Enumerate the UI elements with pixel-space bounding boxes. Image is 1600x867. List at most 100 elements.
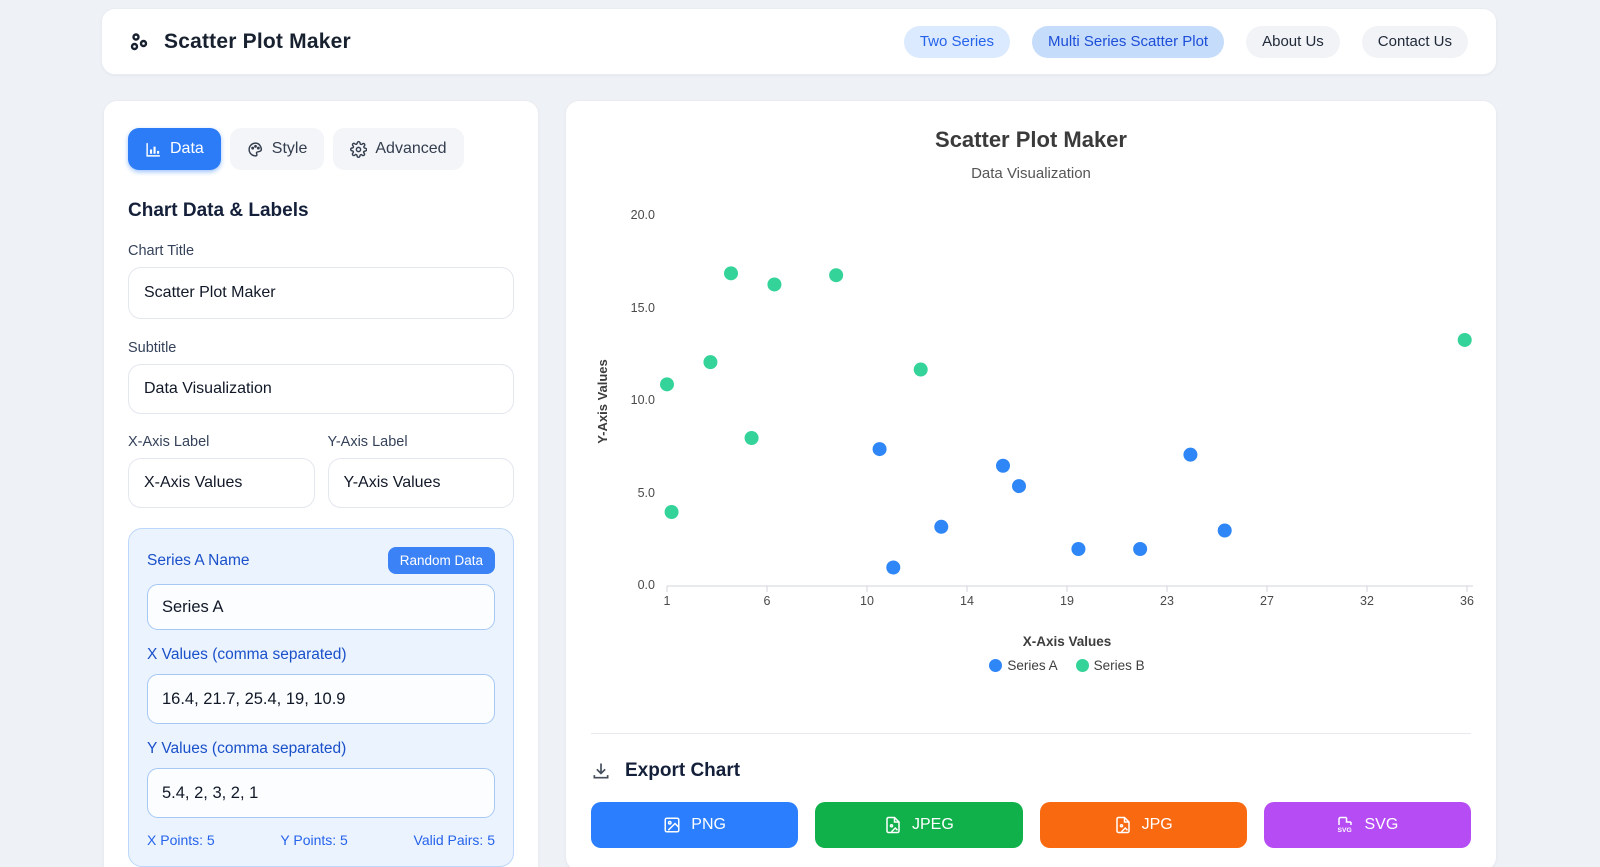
x-tick-label: 1 xyxy=(663,594,671,608)
data-point-series-a[interactable] xyxy=(886,560,901,575)
export-jpg-button[interactable]: JPG xyxy=(1039,802,1247,848)
y-tick-label: 15.0 xyxy=(630,300,655,315)
x-points-stat: X Points: 5 xyxy=(147,832,215,848)
series-a-panel: Series A Name Random Data X Values (comm… xyxy=(128,528,514,867)
image-icon xyxy=(663,816,681,834)
header-nav: Two Series Multi Series Scatter Plot Abo… xyxy=(903,25,1468,58)
data-point-series-b[interactable] xyxy=(1457,332,1472,347)
export-svg-button[interactable]: SVG SVG xyxy=(1263,802,1471,848)
settings-sidebar: Data Style Advanced xyxy=(103,100,539,867)
nav-about-us[interactable]: About Us xyxy=(1246,25,1340,58)
plot-area[interactable]: 1 6 10 14 19 23 27 32 36 xyxy=(660,216,1474,608)
bar-chart-icon xyxy=(145,141,162,158)
chart-title-input[interactable] xyxy=(128,267,514,319)
sidebar-tabs: Data Style Advanced xyxy=(128,128,514,170)
tab-data[interactable]: Data xyxy=(128,128,221,170)
tab-style-label: Style xyxy=(271,140,308,157)
y-values-label: Y Values (comma separated) xyxy=(147,740,347,757)
x-tick-label: 19 xyxy=(1060,594,1074,608)
random-data-button[interactable]: Random Data xyxy=(387,547,495,574)
chart-title-label: Chart Title xyxy=(128,243,195,259)
data-point-series-a[interactable] xyxy=(872,442,887,457)
export-title: Export Chart xyxy=(625,760,741,781)
y-tick-labels: 0.0 5.0 10.0 15.0 20.0 xyxy=(613,208,667,592)
data-point-series-b[interactable] xyxy=(744,431,759,445)
y-tick-label: 5.0 xyxy=(637,485,655,500)
divider xyxy=(591,733,1471,734)
subtitle-label: Subtitle xyxy=(128,340,177,356)
series-name-input[interactable] xyxy=(147,584,495,630)
data-point-series-b[interactable] xyxy=(913,362,928,377)
svg-text:SVG: SVG xyxy=(1338,827,1352,834)
chart-card: Scatter Plot Maker Data Visualization Y-… xyxy=(565,100,1497,867)
export-png-button[interactable]: PNG xyxy=(591,802,799,848)
x-tick-label: 32 xyxy=(1360,594,1374,608)
download-icon xyxy=(591,761,611,781)
legend-dot-series-b xyxy=(1075,659,1089,672)
file-image-icon xyxy=(1114,816,1132,834)
export-png-label: PNG xyxy=(691,816,726,833)
data-point-series-a[interactable] xyxy=(1071,542,1086,556)
data-point-series-b[interactable] xyxy=(664,505,679,519)
data-point-series-a[interactable] xyxy=(934,519,949,534)
y-tick-label: 20.0 xyxy=(630,208,655,222)
x-tick-label: 36 xyxy=(1460,594,1474,608)
legend-item-series-a: Series A xyxy=(989,658,1058,673)
palette-icon xyxy=(247,141,264,158)
scatter-plot-svg xyxy=(660,266,1473,592)
export-jpeg-button[interactable]: JPEG xyxy=(815,802,1023,848)
scatter-logo-icon xyxy=(128,30,152,54)
data-point-series-a[interactable] xyxy=(1217,523,1232,538)
y-axis-title: Y-Axis Values xyxy=(594,358,610,444)
x-axis-title: X-Axis Values xyxy=(1022,634,1112,649)
series-name-label: Series A Name xyxy=(147,551,250,569)
tab-style[interactable]: Style xyxy=(229,128,325,170)
series-stats: X Points: 5 Y Points: 5 Valid Pairs: 5 xyxy=(147,832,495,848)
x-tick-label: 6 xyxy=(763,594,771,608)
legend-item-series-b: Series B xyxy=(1075,658,1145,673)
data-point-series-a[interactable] xyxy=(1133,542,1148,556)
nav-two-series[interactable]: Two Series xyxy=(903,25,1011,58)
file-image-icon xyxy=(884,816,902,834)
app-header: Scatter Plot Maker Two Series Multi Seri… xyxy=(101,8,1497,75)
data-point-series-a[interactable] xyxy=(1183,447,1198,462)
x-tick-label: 23 xyxy=(1160,594,1174,608)
data-point-series-b[interactable] xyxy=(767,277,782,292)
legend-label-series-b: Series B xyxy=(1093,658,1145,673)
nav-multi-series[interactable]: Multi Series Scatter Plot xyxy=(1032,25,1225,58)
export-svg-label: SVG xyxy=(1364,816,1399,833)
y-tick-label: 0.0 xyxy=(637,578,655,592)
tab-data-label: Data xyxy=(170,140,204,157)
export-header: Export Chart xyxy=(591,760,1471,782)
x-values-label: X Values (comma separated) xyxy=(147,646,347,663)
section-title: Chart Data & Labels xyxy=(128,200,309,221)
data-point-series-b[interactable] xyxy=(703,355,718,370)
subtitle-input[interactable] xyxy=(128,364,514,414)
y-values-input[interactable] xyxy=(147,768,495,818)
chart-subtitle: Data Visualization xyxy=(971,165,1091,182)
legend-label-series-a: Series A xyxy=(1007,658,1058,673)
data-point-series-b[interactable] xyxy=(829,268,844,283)
y-points-stat: Y Points: 5 xyxy=(280,832,348,848)
tab-advanced[interactable]: Advanced xyxy=(333,128,464,170)
export-jpeg-label: JPEG xyxy=(911,816,954,833)
export-buttons: PNG JPEG JPG xyxy=(591,802,1471,848)
x-tick-label: 14 xyxy=(960,594,974,608)
data-point-series-b[interactable] xyxy=(724,266,738,281)
x-values-input[interactable] xyxy=(147,674,495,724)
gear-icon xyxy=(350,140,368,158)
data-point-series-b[interactable] xyxy=(660,377,674,392)
x-axis-input[interactable] xyxy=(128,458,315,508)
plot-row: Y-Axis Values 0.0 5.0 10.0 15.0 20.0 1 6 10 14 1… xyxy=(591,208,1474,620)
export-jpg-label: JPG xyxy=(1141,816,1173,833)
y-tick-label: 10.0 xyxy=(630,393,655,407)
chart-legend: Series A Series B xyxy=(667,658,1467,673)
data-point-series-a[interactable] xyxy=(1012,479,1026,494)
legend-dot-series-a xyxy=(989,659,1003,672)
x-axis-label: X-Axis Label xyxy=(128,434,210,450)
nav-contact-us[interactable]: Contact Us xyxy=(1361,25,1468,58)
x-tick-label: 27 xyxy=(1260,594,1274,608)
data-point-series-a[interactable] xyxy=(996,458,1010,473)
y-axis-input[interactable] xyxy=(327,458,514,508)
brand: Scatter Plot Maker xyxy=(128,30,351,54)
